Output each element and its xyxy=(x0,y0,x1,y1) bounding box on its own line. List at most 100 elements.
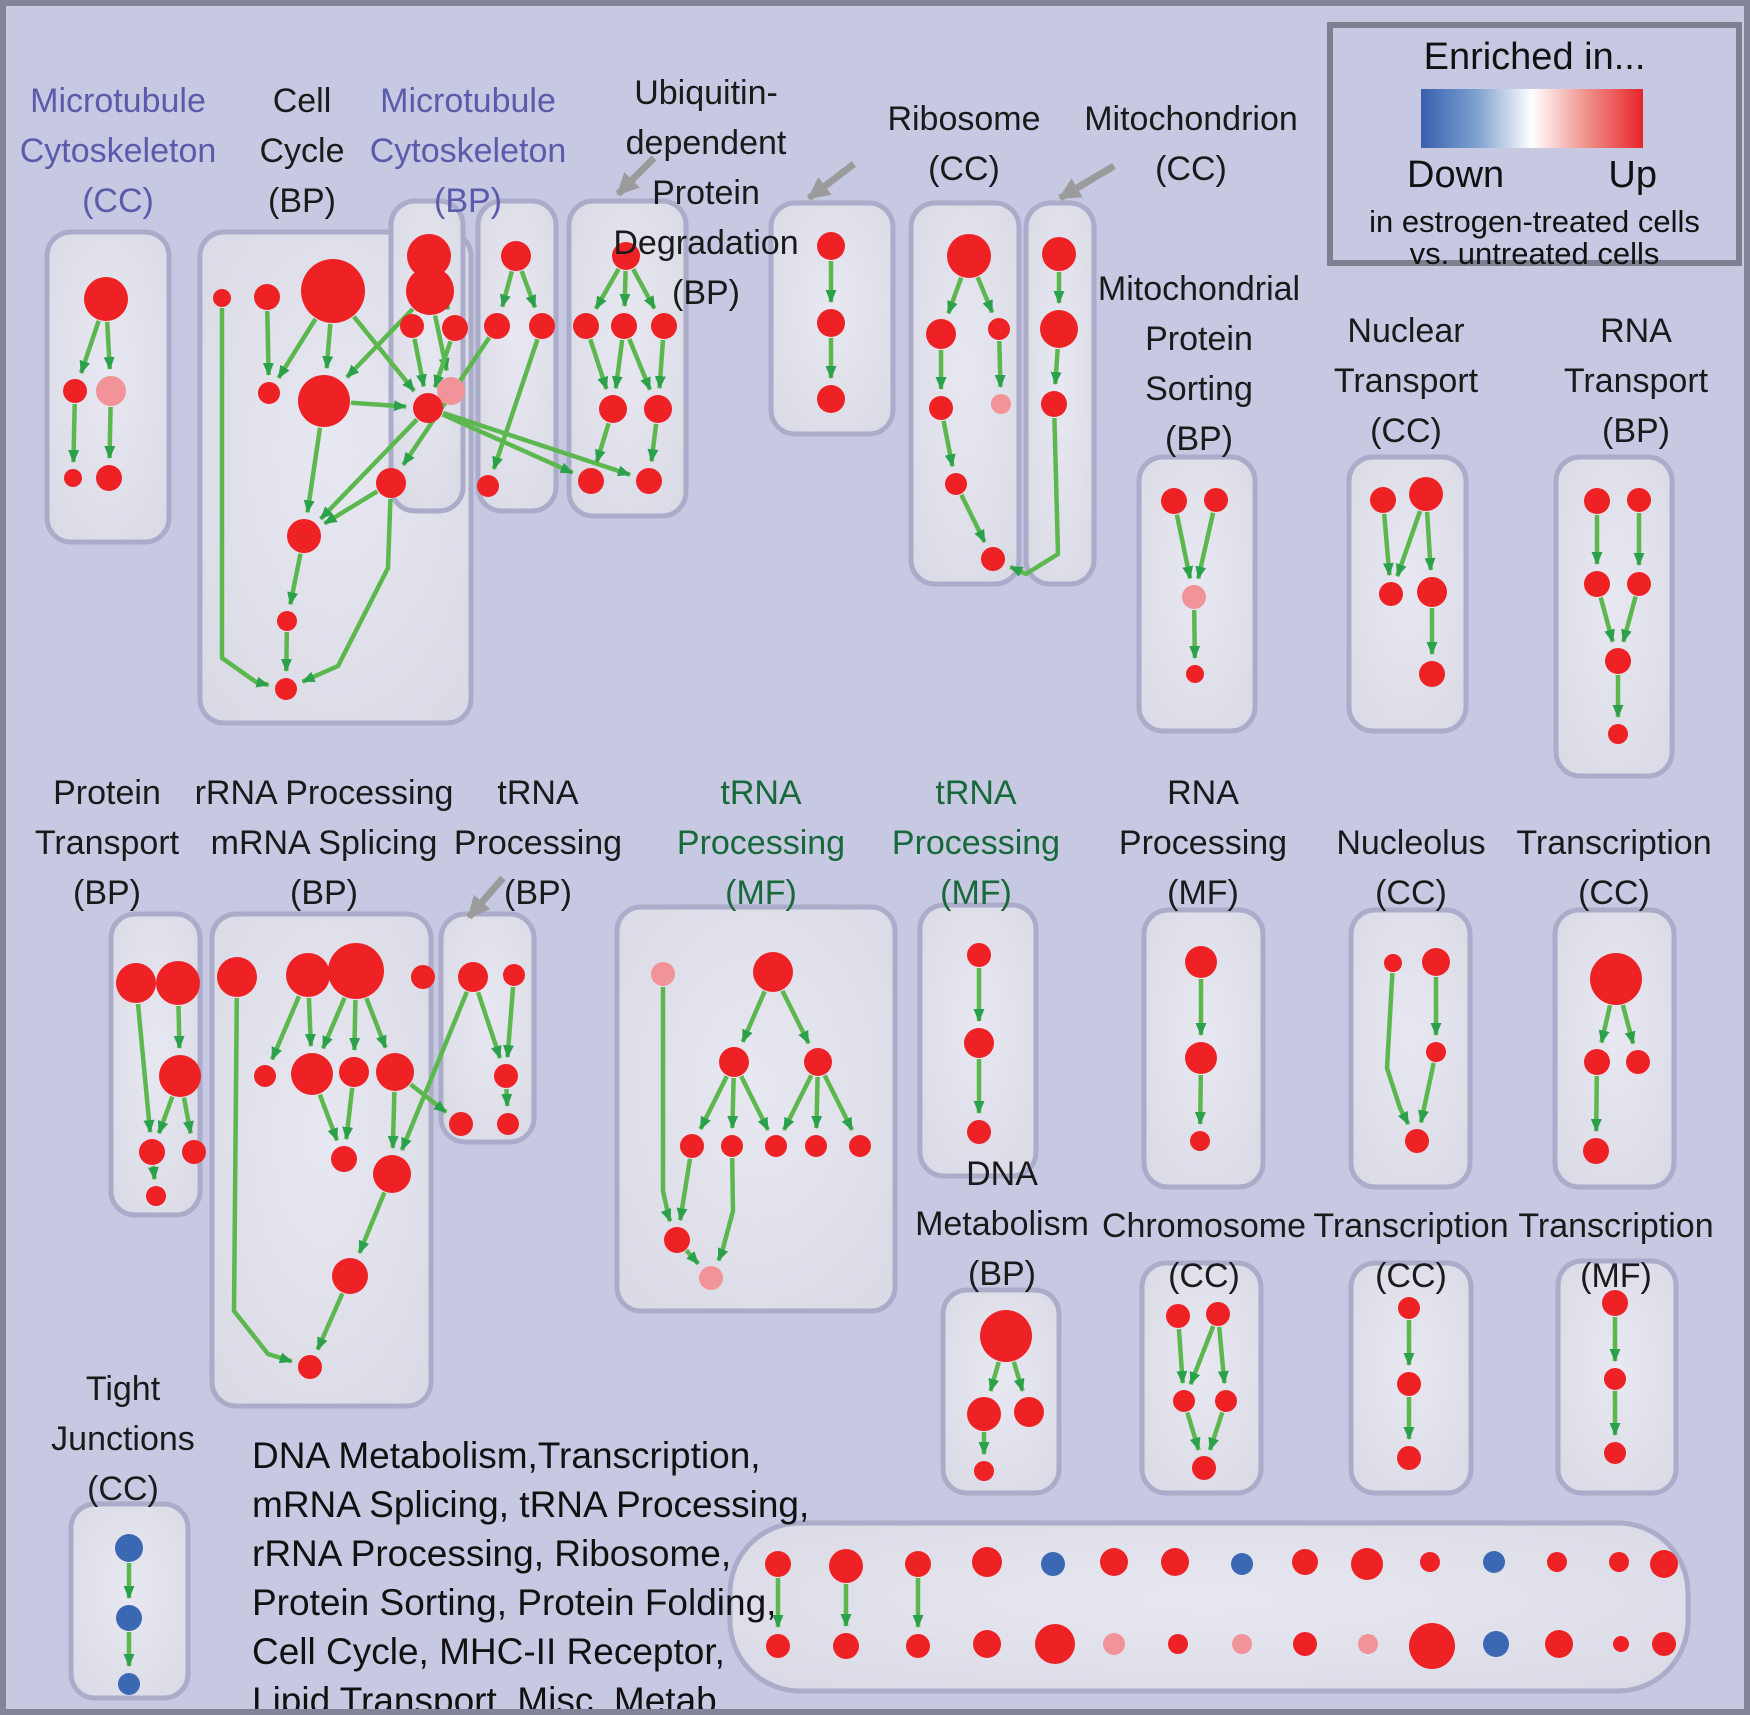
edge-ch3-ch5 xyxy=(1185,1411,1201,1451)
node-w10-up xyxy=(664,1227,690,1253)
node-n5-up xyxy=(1419,661,1445,687)
edge-cc2-cc5 xyxy=(588,338,609,390)
node-mm2-up xyxy=(1040,310,1078,348)
label-nucleolus-cc: Nucleolus (CC) xyxy=(1336,824,1486,912)
label-mitochondrial-protein-sorting-bp: Mitochondrial Protein Sorting (BP) xyxy=(1097,270,1301,458)
node-L15t-up xyxy=(1650,1550,1678,1578)
pointer-trna-bp xyxy=(466,875,506,920)
node-L14b-up xyxy=(1613,1636,1629,1652)
edge-w2-w4 xyxy=(780,989,811,1045)
node-tc2-up xyxy=(1584,1049,1610,1075)
node-mm1-up xyxy=(1042,237,1076,271)
legend-title: Enriched in... xyxy=(1423,36,1646,78)
node-cc6-up xyxy=(644,395,672,423)
node-v4-up xyxy=(449,1112,473,1136)
node-b1-up xyxy=(501,241,531,271)
edge-a3-a5 xyxy=(432,340,453,389)
cluster-box-tight-junctions-cc xyxy=(68,1501,191,1701)
edge-r1-r2 xyxy=(946,276,964,315)
node-L4b-up xyxy=(973,1630,1001,1658)
node-s3-up xyxy=(1182,585,1206,609)
node-q5-up xyxy=(254,1065,276,1087)
node-r4-up xyxy=(929,396,953,420)
node-u2-up xyxy=(1397,1372,1421,1396)
edge-v1-v3 xyxy=(475,991,503,1059)
node-a3-up xyxy=(442,315,468,341)
edge-cc3-cc5 xyxy=(611,339,625,390)
edge-ch1-ch3 xyxy=(1176,1328,1188,1384)
node-w3-up xyxy=(719,1047,749,1077)
edge-c3-c6 xyxy=(322,323,334,370)
node-c6-up xyxy=(298,375,350,427)
node-tc4-up xyxy=(1583,1138,1609,1164)
edge-c12-c8 xyxy=(323,489,379,526)
edge-ch2-ch3 xyxy=(1188,1325,1216,1386)
node-m5-up xyxy=(96,465,122,491)
node-z3-up xyxy=(1426,1042,1446,1062)
edge-ch4-ch5 xyxy=(1207,1411,1225,1451)
legend-gradient-bar xyxy=(1421,89,1643,148)
node-q1-up xyxy=(217,957,257,997)
node-rt2-up xyxy=(1627,488,1651,512)
edge-w4-w9 xyxy=(822,1074,855,1131)
node-x2-up xyxy=(964,1028,994,1058)
node-z4-up xyxy=(1405,1129,1429,1153)
node-n4-up xyxy=(1417,577,1447,607)
node-cc3-up xyxy=(611,313,637,339)
label-nuclear-transport-cc: Nuclear Transport (CC) xyxy=(1333,312,1479,450)
edge-p2-p3 xyxy=(173,1005,185,1049)
node-L3t-up xyxy=(905,1551,931,1577)
node-y3-up xyxy=(1190,1131,1210,1151)
node-y1-up xyxy=(1185,946,1217,978)
edge-c6-c8 xyxy=(303,427,323,514)
node-c9-up xyxy=(437,377,465,405)
node-c10-up xyxy=(277,611,297,631)
edge-c6-a5 xyxy=(350,400,407,412)
cluster-box-trna-processing-bp xyxy=(438,911,537,1145)
edge-s2-s3 xyxy=(1195,512,1216,580)
node-rt3-up xyxy=(1584,571,1610,597)
edge-ch2-ch4 xyxy=(1216,1326,1229,1385)
edge-b1-b3 xyxy=(519,270,538,309)
edge-cc4-cc6 xyxy=(654,339,666,390)
node-L7b-up xyxy=(1168,1634,1188,1654)
node-L2t-up xyxy=(829,1549,863,1583)
edge-c2-c5 xyxy=(262,310,274,376)
edge-q7-q9 xyxy=(342,1087,355,1141)
node-c12-up xyxy=(376,468,406,498)
edge-rt4-rt5 xyxy=(1621,595,1638,643)
node-p6-up xyxy=(146,1186,166,1206)
node-c2-up xyxy=(254,284,280,310)
node-f3-up xyxy=(1604,1442,1626,1464)
node-m2-up xyxy=(63,379,87,403)
node-c3-up xyxy=(301,259,365,323)
edge-cc6-cc8 xyxy=(647,423,659,463)
label-microtubule-cytoskeleton-cc: Microtubule Cytoskeleton (CC) xyxy=(19,82,217,220)
edge-n2-n4 xyxy=(1424,511,1436,571)
node-w2-up xyxy=(753,952,793,992)
node-q10-up xyxy=(373,1155,411,1193)
edge-q8-q10 xyxy=(387,1091,399,1149)
edge-w4-w8 xyxy=(811,1076,823,1129)
node-rt5-up xyxy=(1605,648,1631,674)
node-ch3-up xyxy=(1173,1390,1195,1412)
node-L9b-up xyxy=(1293,1632,1317,1656)
node-p3-up xyxy=(159,1055,201,1097)
node-y2-up xyxy=(1185,1042,1217,1074)
node-z2-up xyxy=(1422,948,1450,976)
node-c8-up xyxy=(287,519,321,553)
edge-q6-q9 xyxy=(317,1093,340,1142)
cluster-box-ribosome-cc xyxy=(908,200,1022,587)
node-dm1-up xyxy=(980,1310,1032,1362)
edge-q3-q8 xyxy=(364,997,388,1049)
node-L4t-up xyxy=(972,1547,1002,1577)
node-d1-up xyxy=(817,232,845,260)
node-r7-up xyxy=(981,547,1005,571)
node-cc1-up xyxy=(612,242,640,270)
node-c1-up xyxy=(213,289,231,307)
node-r2-up xyxy=(926,319,956,349)
edge-q2-q6 xyxy=(304,997,316,1047)
edge-m2-m4 xyxy=(68,403,80,463)
node-f2-up xyxy=(1604,1368,1626,1390)
